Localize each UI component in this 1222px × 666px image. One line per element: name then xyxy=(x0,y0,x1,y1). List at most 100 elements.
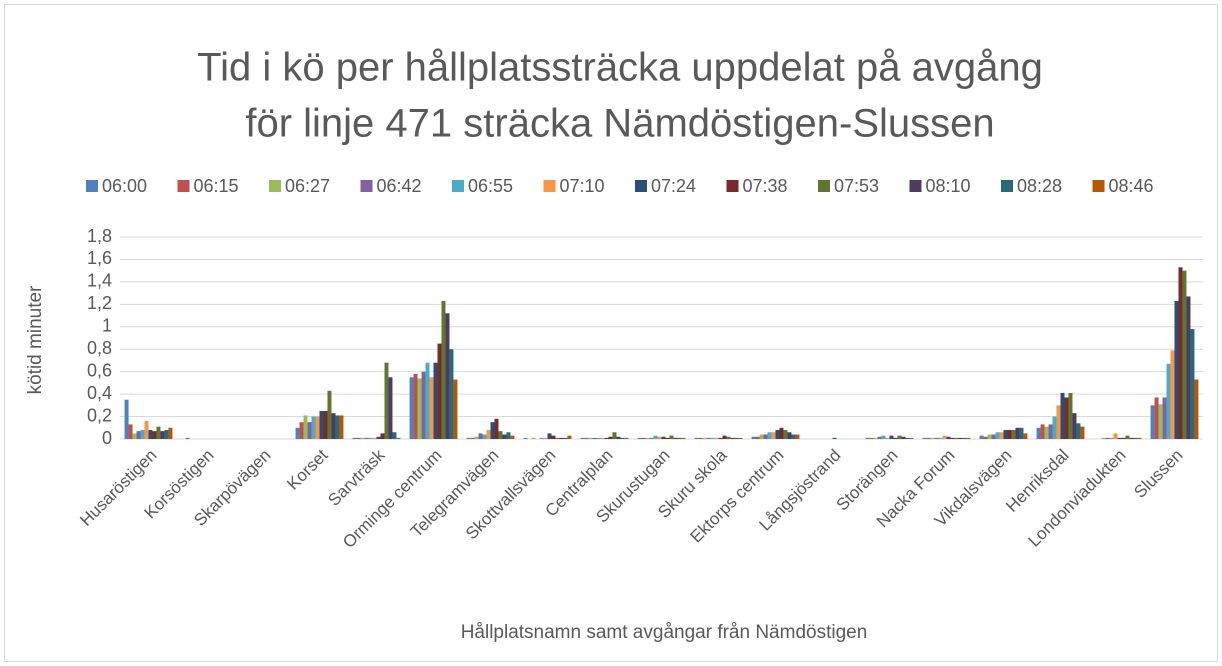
bar xyxy=(372,437,377,439)
bar xyxy=(152,431,157,439)
bar xyxy=(1048,424,1053,439)
bar xyxy=(364,437,369,439)
y-tick-label: 1,8 xyxy=(87,226,112,246)
legend-swatch xyxy=(726,180,739,192)
bar xyxy=(539,437,544,439)
bar xyxy=(592,437,597,439)
bar xyxy=(453,379,458,439)
bar xyxy=(417,378,422,439)
bar xyxy=(1137,437,1142,439)
bar xyxy=(930,437,935,439)
bar xyxy=(449,349,454,439)
bar xyxy=(323,410,328,439)
bar xyxy=(620,437,625,439)
bar xyxy=(409,377,414,439)
legend-swatch xyxy=(1092,180,1105,192)
bar xyxy=(470,437,475,439)
bar xyxy=(873,437,878,439)
bar xyxy=(1121,437,1126,439)
legend-label: 06:27 xyxy=(285,176,330,196)
bar xyxy=(388,377,393,439)
bar xyxy=(946,436,951,439)
bar xyxy=(307,422,312,439)
bar xyxy=(767,432,772,439)
bar xyxy=(645,437,650,439)
bar xyxy=(938,437,943,439)
bar xyxy=(1056,405,1061,439)
bar xyxy=(791,434,796,439)
y-tick-label: 0 xyxy=(102,428,112,448)
bar xyxy=(303,415,308,439)
y-tick-label: 1,6 xyxy=(87,248,112,268)
bar xyxy=(909,437,914,439)
bar xyxy=(1064,397,1069,439)
bar xyxy=(331,413,336,439)
bar xyxy=(584,437,589,439)
bar xyxy=(604,437,609,439)
bar xyxy=(168,427,173,439)
y-tick-label: 0,6 xyxy=(87,360,112,380)
bar xyxy=(164,430,169,439)
bar xyxy=(510,435,515,439)
bar xyxy=(1125,435,1130,439)
y-tick-label: 0,8 xyxy=(87,338,112,358)
bar xyxy=(413,373,418,439)
bar xyxy=(531,437,536,439)
bar xyxy=(759,434,764,439)
bar xyxy=(502,434,507,439)
bar xyxy=(706,437,711,439)
bar xyxy=(185,437,190,439)
bar xyxy=(498,431,503,439)
bar xyxy=(616,436,621,439)
bar xyxy=(132,433,137,439)
legend-swatch xyxy=(909,180,922,192)
bar xyxy=(995,432,1000,439)
bar xyxy=(1052,416,1057,439)
bar xyxy=(865,437,870,439)
bar xyxy=(551,435,556,439)
bar xyxy=(1170,350,1175,439)
legend-swatch xyxy=(452,180,464,192)
bar xyxy=(1011,430,1016,439)
legend-label: 07:53 xyxy=(834,176,879,196)
bar xyxy=(702,437,707,439)
legend-label: 06:42 xyxy=(377,176,422,196)
bar xyxy=(649,437,654,439)
bar xyxy=(1133,437,1138,439)
bar xyxy=(608,436,613,439)
bar xyxy=(368,437,373,439)
bar xyxy=(991,434,996,439)
bar xyxy=(433,362,438,439)
bar xyxy=(547,433,552,439)
bar xyxy=(1186,296,1191,439)
bar xyxy=(1015,427,1020,439)
bar xyxy=(396,437,401,439)
bar xyxy=(738,437,743,439)
bar xyxy=(596,437,601,439)
bar xyxy=(1105,437,1110,439)
bar xyxy=(1109,437,1114,439)
chart-title: Tid i kö per hållplatssträcka uppdelat p… xyxy=(197,46,1043,90)
bar xyxy=(1129,437,1134,439)
bar xyxy=(555,437,560,439)
bar xyxy=(319,410,324,439)
bar xyxy=(563,437,568,439)
legend-label: 07:10 xyxy=(560,176,605,196)
bar xyxy=(718,437,723,439)
bar xyxy=(160,431,165,439)
bar xyxy=(567,435,572,439)
bar xyxy=(869,437,874,439)
bar xyxy=(1019,427,1024,439)
bar xyxy=(1174,300,1179,439)
bar xyxy=(1072,413,1077,439)
bar xyxy=(392,432,397,439)
legend-label: 08:46 xyxy=(1109,176,1154,196)
bar xyxy=(1101,437,1106,439)
bar xyxy=(494,418,499,439)
bar xyxy=(156,426,161,439)
legend-swatch xyxy=(86,180,98,192)
bar xyxy=(669,435,674,439)
bar xyxy=(966,437,971,439)
bar xyxy=(1178,267,1183,439)
bar xyxy=(486,430,491,439)
